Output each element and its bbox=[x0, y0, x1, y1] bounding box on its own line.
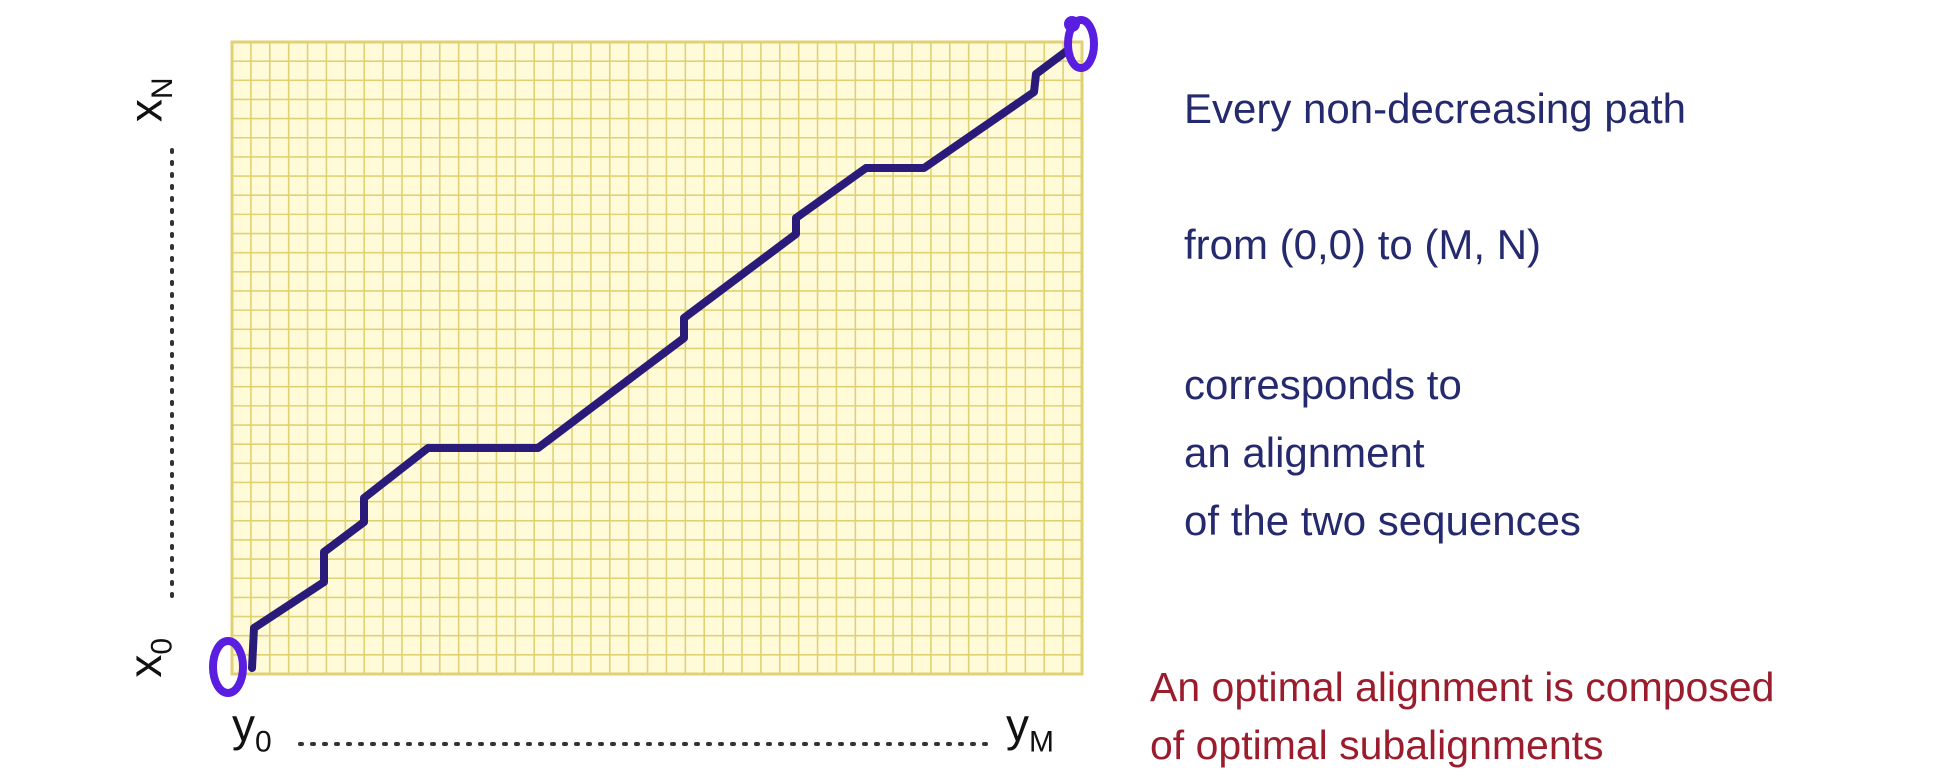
axis-label-y-start-sub: 0 bbox=[255, 725, 272, 759]
axis-label-y-start-base: y bbox=[232, 699, 255, 751]
text-line-every-path: Every non-decreasing path bbox=[1184, 85, 1686, 132]
note-line-1: An optimal alignment is composed bbox=[1150, 664, 1775, 710]
end-circle bbox=[1064, 16, 1098, 72]
end-dot bbox=[1064, 16, 1080, 32]
grid-lines bbox=[232, 42, 1082, 674]
start-circle-marker bbox=[209, 637, 247, 697]
start-circle bbox=[209, 637, 247, 697]
axis-label-x-end-sub: N bbox=[146, 77, 180, 100]
text-line-sequences: of the two sequences bbox=[1184, 497, 1581, 544]
text-line-corresponds: corresponds to bbox=[1184, 361, 1462, 408]
alignment-path bbox=[248, 46, 1072, 672]
axis-label-y-end-base: y bbox=[1006, 699, 1029, 751]
axis-label-y-end-sub: M bbox=[1029, 725, 1054, 759]
axis-label-y-start: y0 bbox=[232, 702, 272, 758]
axis-label-x-start-sub: 0 bbox=[145, 637, 179, 655]
end-circle-marker bbox=[1064, 16, 1098, 72]
axis-label-x-start-base: x bbox=[119, 654, 172, 678]
note-line-2: of optimal subalignments bbox=[1150, 722, 1604, 768]
text-line-alignment: an alignment bbox=[1184, 429, 1425, 476]
axis-label-x-end-base: x bbox=[119, 99, 172, 123]
dotted-axis-lines bbox=[170, 148, 992, 746]
axis-label-x-start: x0 bbox=[119, 637, 179, 678]
axis-label-x-end: xN bbox=[119, 77, 180, 123]
text-line-from-to: from (0,0) to (M, N) bbox=[1184, 221, 1542, 268]
axis-label-y-end: yM bbox=[1006, 702, 1054, 758]
